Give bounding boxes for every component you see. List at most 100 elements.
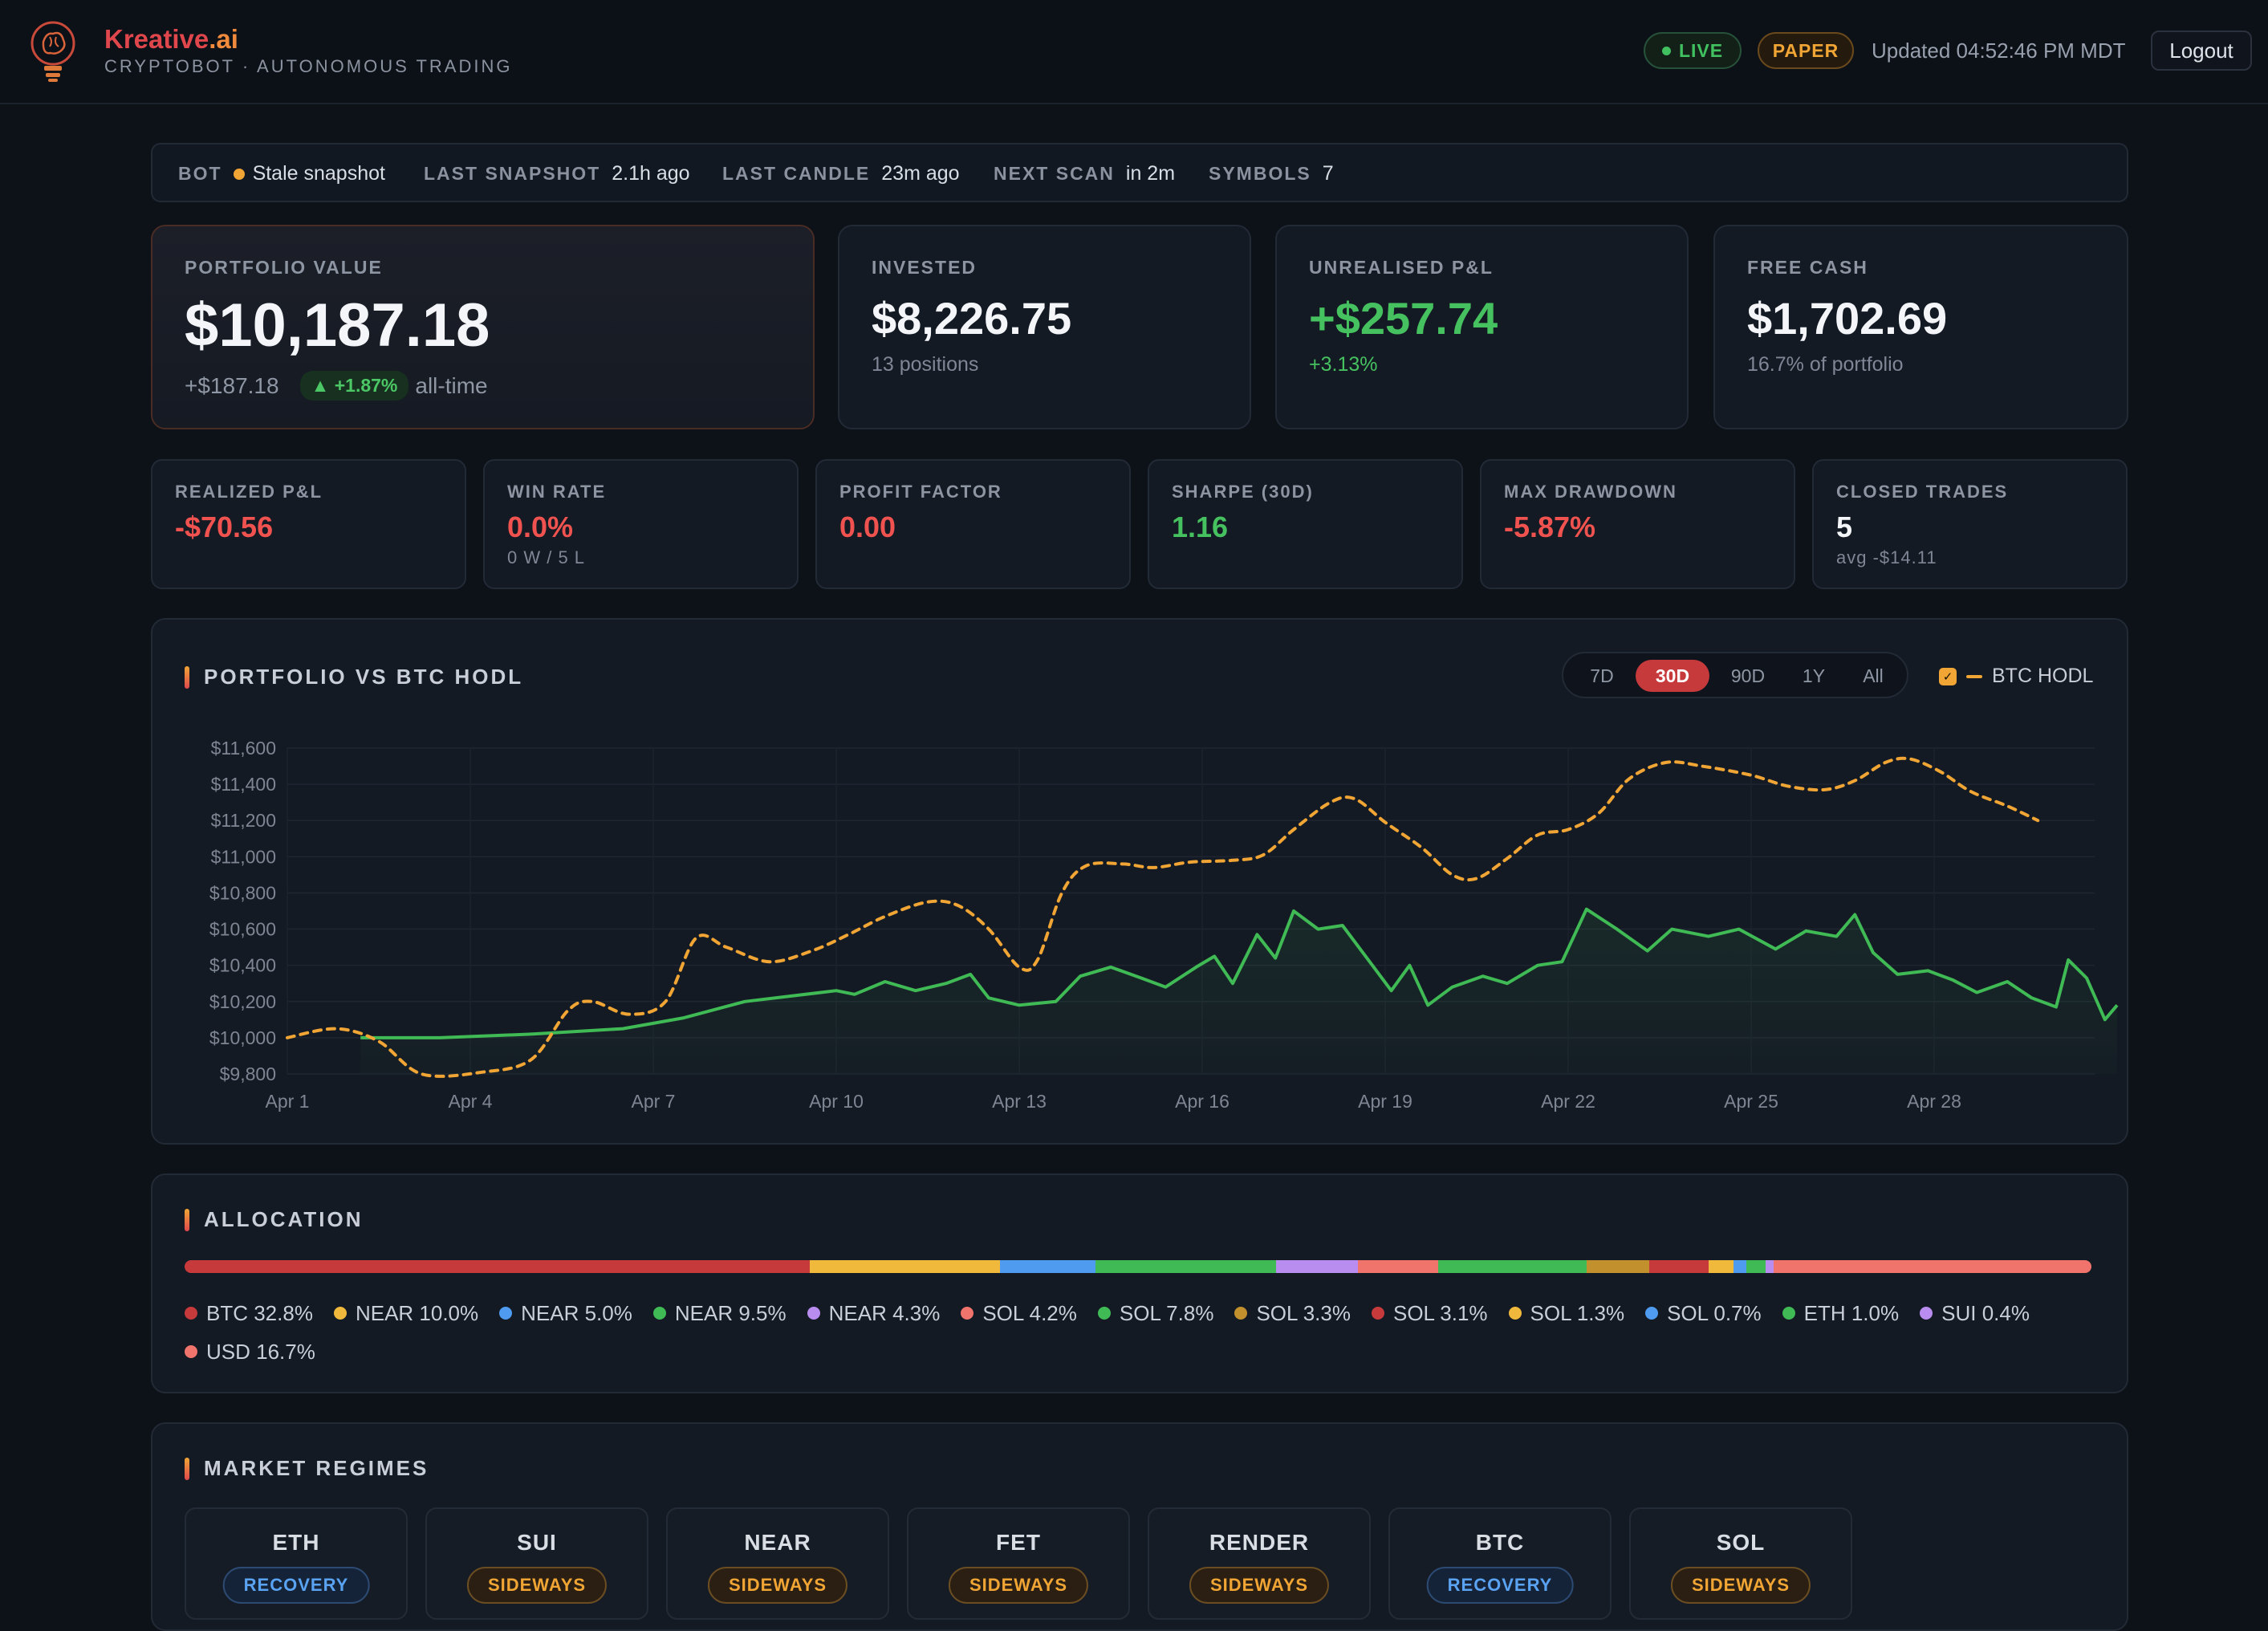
allocation-legend-item: NEAR 5.0%	[499, 1294, 632, 1332]
win-rate-card: WIN RATE 0.0% 0 W / 5 L	[483, 459, 799, 589]
metric-label: CLOSED TRADES	[1836, 482, 2009, 502]
portfolio-chart-card: PORTFOLIO VS BTC HODL 7D 30D 90D 1Y All …	[151, 618, 2128, 1145]
section-accent-bar	[185, 1208, 189, 1231]
x-tick-label: Apr 4	[449, 1091, 493, 1112]
legend-dot-icon	[807, 1307, 820, 1320]
y-tick-label: $10,000	[209, 1027, 276, 1048]
bot-status: BOT Stale snapshot	[178, 162, 385, 185]
legend-dot-icon	[1371, 1307, 1384, 1320]
allocation-legend-item: SOL 4.2%	[961, 1294, 1077, 1332]
portfolio-value-card: PORTFOLIO VALUE $10,187.18 +$187.18 ▲ +1…	[151, 225, 815, 429]
regimes-section-title: MARKET REGIMES	[185, 1456, 429, 1481]
allocation-segment	[1358, 1260, 1438, 1273]
regime-card: SOL SIDEWAYS	[1629, 1507, 1852, 1620]
regime-badge: SIDEWAYS	[1670, 1567, 1811, 1604]
legend-dot-icon	[1920, 1307, 1933, 1320]
regime-card: ETH RECOVERY	[185, 1507, 408, 1620]
regime-symbol: RENDER	[1209, 1530, 1310, 1555]
portfolio-change-period: all-time	[415, 372, 488, 398]
x-tick-label: Apr 1	[266, 1091, 310, 1112]
range-30d-button[interactable]: 30D	[1636, 660, 1709, 692]
y-tick-label: $10,200	[209, 991, 276, 1012]
allocation-legend-label: NEAR 10.0%	[355, 1300, 479, 1325]
allocation-legend-label: BTC 32.8%	[206, 1300, 313, 1325]
profit-factor-card: PROFIT FACTOR 0.00	[815, 459, 1131, 589]
range-90d-button[interactable]: 90D	[1730, 665, 1766, 686]
regime-card: RENDER SIDEWAYS	[1148, 1507, 1371, 1620]
allocation-legend-label: NEAR 4.3%	[828, 1300, 941, 1325]
btc-hodl-legend-label: BTC HODL	[1992, 665, 2094, 687]
allocation-section-title: ALLOCATION	[185, 1207, 364, 1232]
metric-label: REALIZED P&L	[175, 482, 323, 502]
free-cash-label: FREE CASH	[1747, 257, 1868, 278]
allocation-legend-item: USD 16.7%	[185, 1332, 315, 1371]
chart-section-title: PORTFOLIO VS BTC HODL	[185, 665, 523, 689]
y-tick-label: $10,600	[209, 919, 276, 940]
allocation-legend-item: NEAR 10.0%	[333, 1294, 479, 1332]
section-accent-bar	[185, 665, 189, 689]
free-cash-card: FREE CASH $1,702.69 16.7% of portfolio	[1713, 225, 2128, 429]
x-tick-label: Apr 25	[1724, 1091, 1778, 1112]
y-tick-label: $11,200	[211, 810, 276, 831]
x-tick-label: Apr 28	[1907, 1091, 1961, 1112]
paper-mode-badge: PAPER	[1758, 32, 1854, 69]
bot-status-strip: BOT Stale snapshot LAST SNAPSHOT 2.1h ag…	[151, 143, 2128, 202]
y-tick-label: $11,400	[211, 774, 276, 795]
symbols-count: SYMBOLS 7	[1209, 162, 1334, 185]
allocation-legend-label: NEAR 9.5%	[674, 1300, 786, 1325]
realized-pnl-card: REALIZED P&L -$70.56	[151, 459, 466, 589]
bot-status-value: Stale snapshot	[252, 162, 385, 185]
y-tick-label: $10,400	[209, 955, 276, 976]
dashed-line-legend-icon	[1966, 674, 1982, 678]
metric-sub: 0 W / 5 L	[507, 547, 586, 567]
market-regimes-card: MARKET REGIMES ETH RECOVERY SUI SIDEWAYS NEA…	[151, 1422, 2128, 1631]
metric-label: SHARPE (30D)	[1172, 482, 1314, 502]
allocation-legend-label: SOL 3.1%	[1392, 1300, 1488, 1325]
last-snapshot: LAST SNAPSHOT 2.1h ago	[424, 162, 690, 185]
legend-dot-icon	[1508, 1307, 1522, 1320]
range-all-button[interactable]: All	[1863, 665, 1884, 686]
live-status-badge: LIVE	[1644, 32, 1742, 69]
checkbox-checked-icon[interactable]: ✓	[1939, 667, 1957, 685]
allocation-segment	[1586, 1260, 1650, 1273]
allocation-segment	[1746, 1260, 1766, 1273]
allocation-segment	[1766, 1260, 1774, 1273]
legend-dot-icon	[1782, 1307, 1795, 1320]
y-tick-label: $10,800	[209, 882, 276, 903]
regime-symbol: SOL	[1716, 1530, 1766, 1555]
allocation-legend-item: NEAR 4.3%	[807, 1294, 941, 1332]
x-tick-label: Apr 13	[992, 1091, 1047, 1112]
range-1y-button[interactable]: 1Y	[1802, 665, 1826, 686]
legend-dot-icon	[499, 1307, 513, 1320]
allocation-legend-item: SOL 1.3%	[1508, 1294, 1625, 1332]
unrealised-pnl-card: UNREALISED P&L +$257.74 +3.13%	[1275, 225, 1689, 429]
range-7d-button[interactable]: 7D	[1590, 665, 1614, 686]
allocation-legend-label: USD 16.7%	[206, 1339, 315, 1364]
metric-label: MAX DRAWDOWN	[1504, 482, 1677, 502]
allocation-segment	[1733, 1260, 1747, 1273]
legend-dot-icon	[961, 1307, 974, 1320]
x-tick-label: Apr 19	[1358, 1091, 1412, 1112]
invested-positions: 13 positions	[872, 353, 979, 376]
allocation-segment	[1276, 1260, 1359, 1273]
allocation-segment	[1773, 1260, 2091, 1273]
regime-symbol: FET	[996, 1530, 1041, 1555]
x-tick-label: Apr 16	[1175, 1091, 1230, 1112]
last-snapshot-label: LAST SNAPSHOT	[424, 163, 601, 184]
invested-value: $8,226.75	[872, 293, 1072, 344]
metric-value: -$70.56	[175, 510, 274, 543]
logout-button[interactable]: Logout	[2151, 31, 2252, 71]
regimes-title: MARKET REGIMES	[204, 1456, 429, 1480]
unrealised-pnl-label: UNREALISED P&L	[1309, 257, 1494, 278]
regime-badge: SIDEWAYS	[1189, 1567, 1330, 1604]
allocation-legend-label: ETH 1.0%	[1803, 1300, 1900, 1325]
regime-symbol: BTC	[1475, 1530, 1525, 1555]
allocation-legend-item: SOL 3.1%	[1371, 1294, 1488, 1332]
allocation-legend-item: ETH 1.0%	[1782, 1294, 1900, 1332]
time-range-selector: 7D 30D 90D 1Y All	[1562, 652, 1908, 698]
btc-hodl-legend-toggle[interactable]: ✓ BTC HODL	[1939, 665, 2093, 688]
next-scan-value: in 2m	[1125, 162, 1176, 185]
x-tick-label: Apr 7	[632, 1091, 676, 1112]
metric-label: PROFIT FACTOR	[839, 482, 1002, 502]
allocation-legend-label: SOL 1.3%	[1530, 1300, 1625, 1325]
